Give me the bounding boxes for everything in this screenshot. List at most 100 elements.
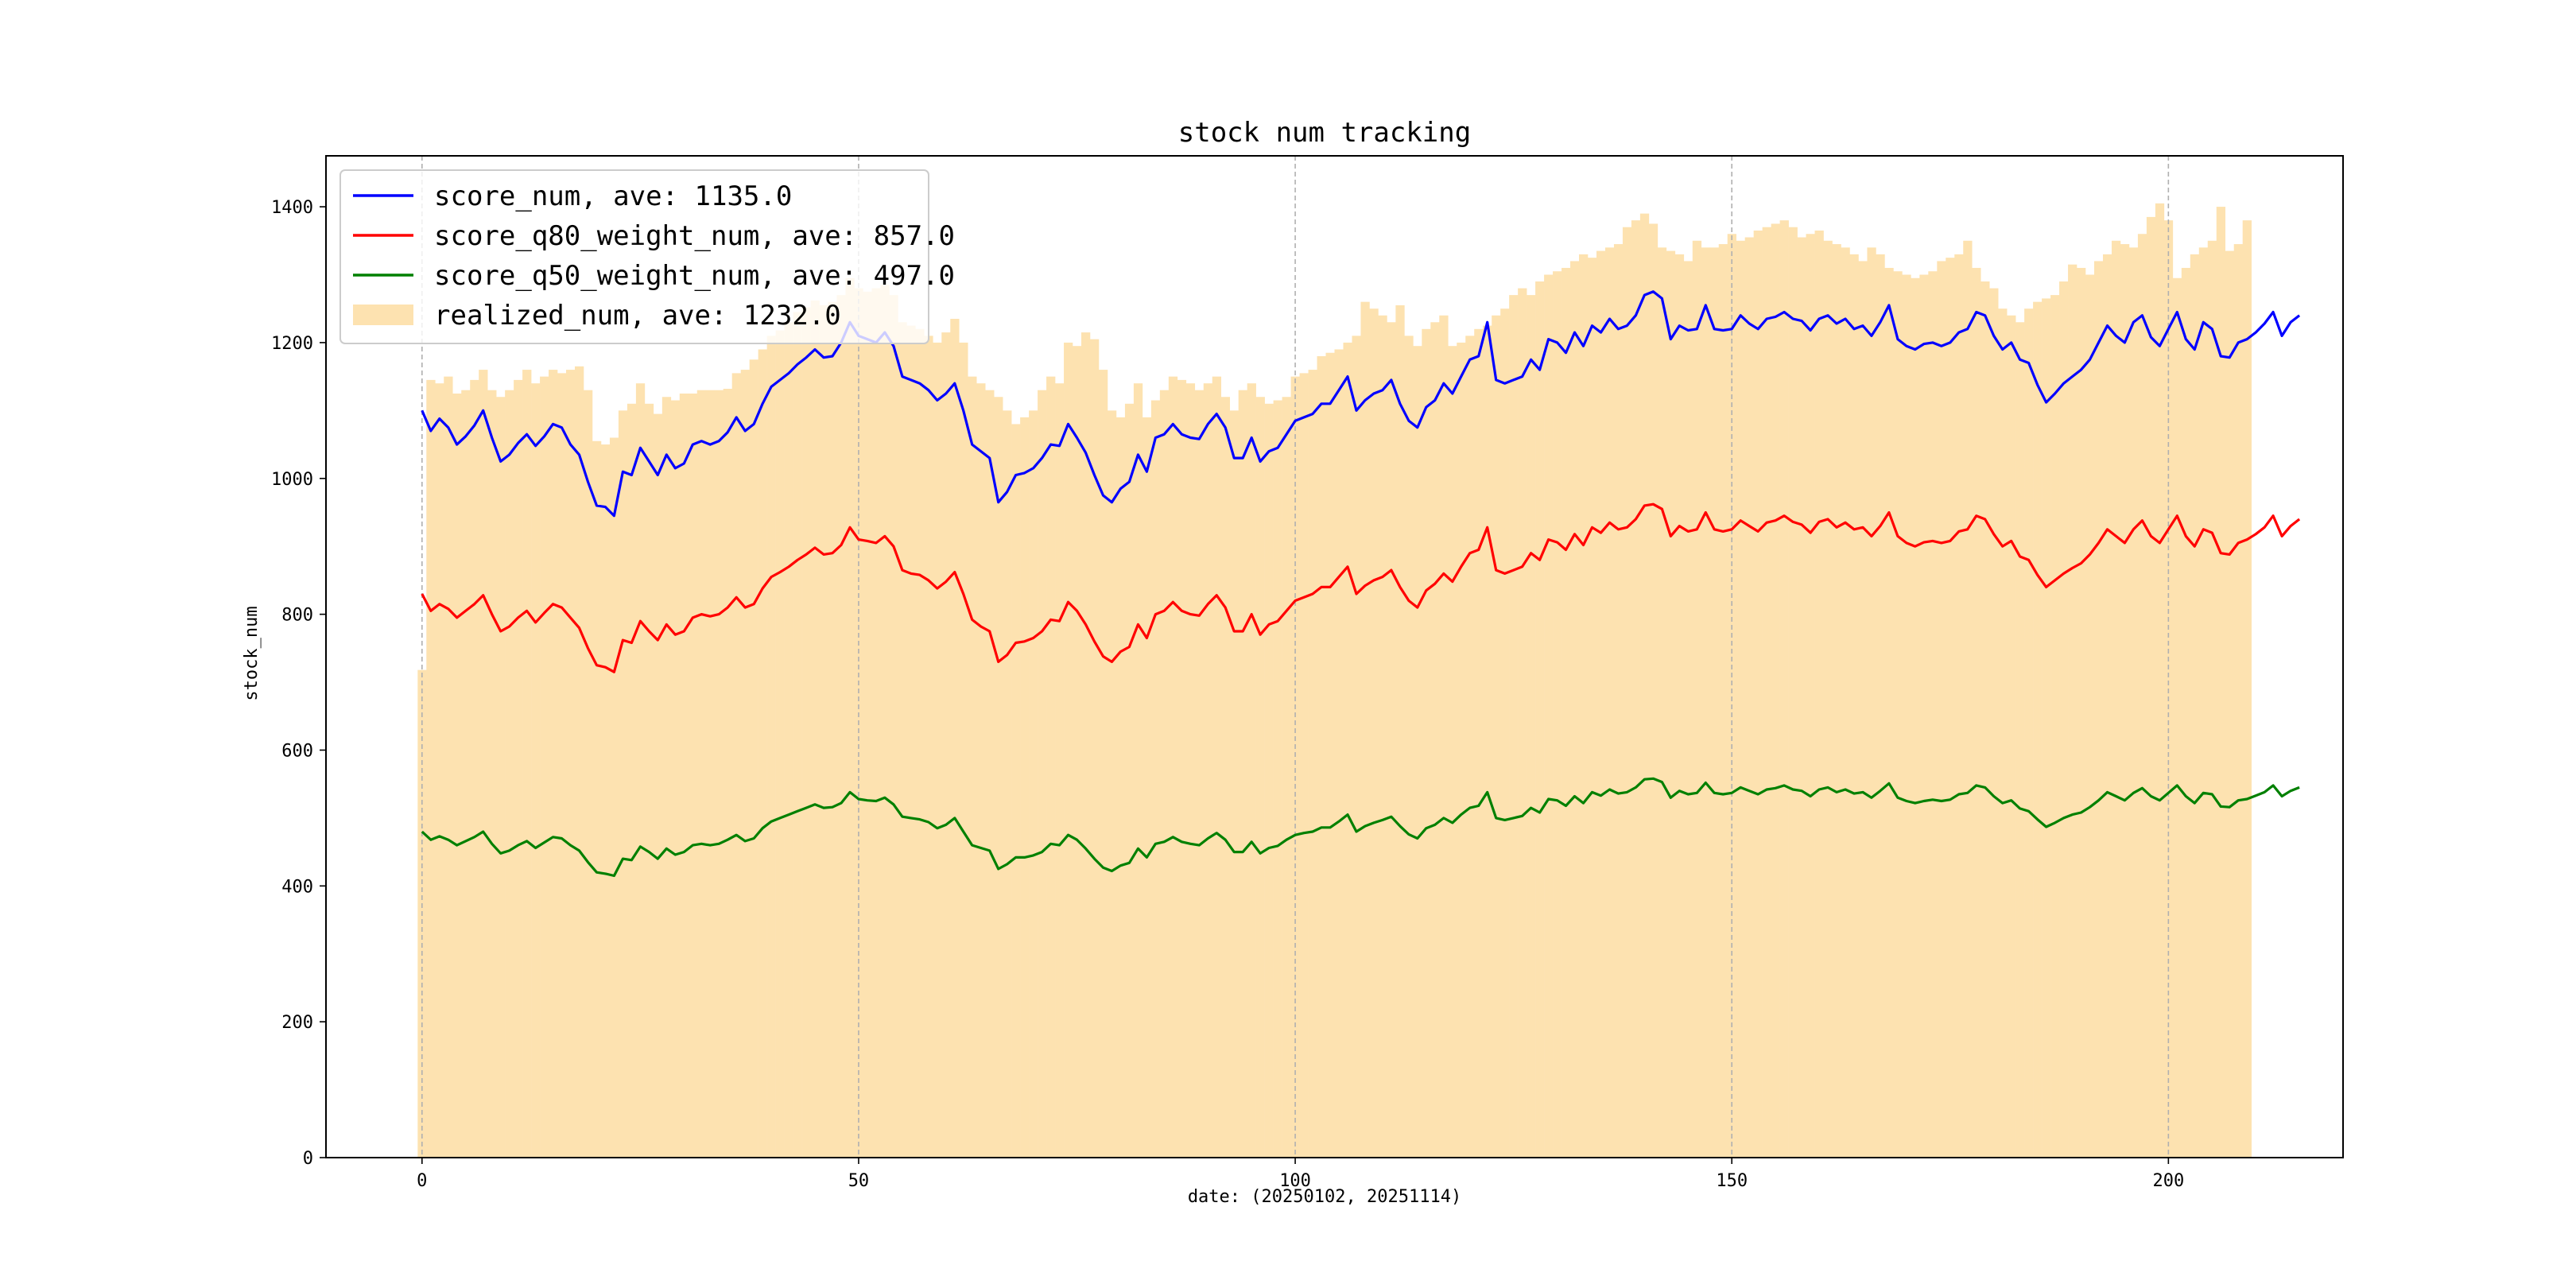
realized-bar [1527, 295, 1536, 1158]
realized-bar [444, 376, 453, 1158]
legend-label: score_num, ave: 1135.0 [434, 180, 792, 212]
y-tick-label: 1000 [271, 470, 313, 490]
realized-bar [1308, 370, 1317, 1158]
realized-bar [1474, 328, 1484, 1158]
realized-bar [522, 370, 532, 1158]
realized-bar [810, 300, 820, 1158]
realized-bar [1334, 349, 1344, 1158]
realized-bar [1989, 288, 1999, 1158]
realized-bar [1133, 383, 1143, 1158]
realized-bar [2225, 250, 2235, 1158]
realized-bar [775, 330, 785, 1158]
y-tick-label: 1400 [271, 198, 313, 218]
realized-bar [1020, 417, 1030, 1158]
realized-bar [1788, 227, 1798, 1158]
realized-bar [1343, 342, 1352, 1158]
realized-bar [1457, 342, 1466, 1158]
realized-bar [1142, 417, 1152, 1158]
realized-bar [1919, 274, 1929, 1158]
x-tick-label: 150 [1716, 1171, 1748, 1191]
realized-bar [2093, 261, 2104, 1158]
realized-bar [1562, 267, 1571, 1158]
realized-bar [600, 444, 611, 1158]
realized-bar [976, 383, 986, 1158]
realized-bar [1369, 308, 1379, 1158]
realized-bar [784, 322, 793, 1158]
realized-bar [2085, 274, 2095, 1158]
realized-bar [1849, 254, 1859, 1158]
realized-bar [1194, 390, 1205, 1158]
realized-bar [1972, 267, 1981, 1158]
y-tick-label: 1200 [271, 334, 313, 354]
realized-bar [1229, 410, 1239, 1158]
chart-title: stock num tracking [1178, 117, 1471, 149]
realized-bar [496, 397, 506, 1158]
realized-bar [1753, 230, 1763, 1158]
realized-bar [1806, 234, 1815, 1158]
y-tick-label: 800 [281, 606, 313, 626]
series-line-2 [421, 777, 2300, 878]
realized-bar [1701, 247, 1711, 1158]
realized-bar [2033, 301, 2043, 1158]
realized-bar [1159, 390, 1170, 1158]
realized-bar [688, 393, 698, 1158]
realized-bar [2242, 220, 2252, 1158]
realized-bar [1579, 254, 1589, 1158]
realized-bar [1273, 400, 1282, 1158]
realized-bar [549, 370, 558, 1158]
realized-bar [426, 379, 436, 1158]
realized-bar [2068, 264, 2077, 1158]
realized-bar [1395, 305, 1405, 1158]
realized-bar [1282, 397, 1291, 1158]
realized-bar [1709, 247, 1720, 1158]
realized-bar [871, 288, 881, 1158]
realized-bar [2146, 216, 2156, 1158]
realized-bar [1631, 220, 1641, 1158]
realized-bar [1404, 336, 1414, 1158]
series-line-0 [421, 290, 2301, 518]
realized-bar [1980, 281, 1990, 1158]
realized-bar [2172, 277, 2182, 1158]
realized-bar [470, 379, 479, 1158]
x-axis-label: date: (20250102, 20251114) [1188, 1187, 1461, 1207]
realized-bar [1124, 403, 1135, 1158]
realized-bar [670, 400, 681, 1158]
legend: score_num, ave: 1135.0 score_q80_weight_n… [339, 169, 955, 344]
realized-bar [2042, 298, 2051, 1158]
realized-bar [1089, 339, 1100, 1158]
realized-bar [828, 301, 837, 1158]
realized-bar [766, 336, 776, 1158]
realized-bar [1902, 274, 1911, 1158]
realized-bar [924, 336, 933, 1158]
realized-bar [1823, 240, 1833, 1158]
realized-bar [1290, 376, 1300, 1158]
realized-bar [1648, 223, 1658, 1158]
realized-bar [1718, 244, 1728, 1158]
realized-bar [635, 383, 646, 1158]
realized-bar [2059, 281, 2069, 1158]
realized-bar [531, 383, 541, 1158]
realized-bar [1588, 258, 1597, 1158]
realized-bar [2024, 308, 2034, 1158]
realized-bar [1115, 417, 1126, 1158]
x-tick-label: 100 [1279, 1171, 1311, 1191]
realized-bar [1884, 267, 1894, 1158]
realized-bar [1150, 400, 1161, 1158]
realized-bar [749, 359, 758, 1158]
legend-label: score_q50_weight_num, ave: 497.0 [434, 260, 955, 292]
realized-bar [1448, 346, 1457, 1158]
y-tick-label: 0 [303, 1149, 313, 1169]
realized-bar [1422, 328, 1431, 1158]
x-tick-label: 200 [2152, 1171, 2184, 1191]
realized-bar [1081, 332, 1091, 1158]
realized-bar [1055, 383, 1065, 1158]
realized-bar [863, 291, 872, 1158]
realized-bar [1360, 301, 1370, 1158]
realized-bar [1212, 376, 1222, 1158]
realized-bar [1666, 250, 1676, 1158]
realized-bar [1483, 325, 1492, 1158]
legend-swatch-bar [353, 305, 413, 325]
realized-bar [1858, 261, 1868, 1158]
realized-bar [2198, 247, 2209, 1158]
realized-bar [793, 312, 802, 1158]
